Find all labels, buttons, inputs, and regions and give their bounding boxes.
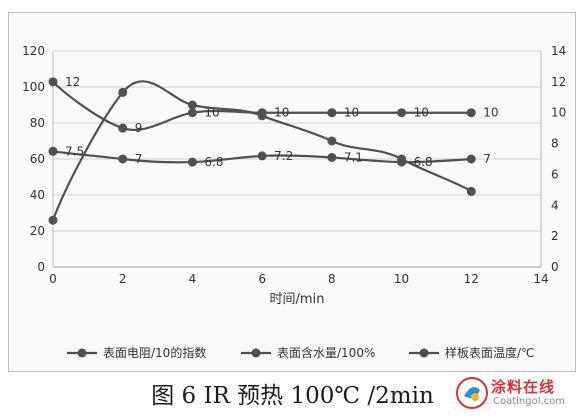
y-left-tick-label: 60 (30, 152, 45, 166)
data-label-moisture: 7.2 (274, 149, 293, 163)
watermark-logo-icon (456, 377, 488, 409)
y-left-tick-label: 80 (30, 116, 45, 130)
data-label-resistance: 10 (274, 106, 289, 120)
legend-marker-temperature (419, 348, 429, 358)
legend-marker-resistance (77, 348, 87, 358)
y-right-tick-label: 10 (551, 106, 566, 120)
x-tick-label: 2 (119, 272, 127, 286)
data-label-moisture: 6.8 (414, 155, 433, 169)
data-point-resistance (48, 77, 58, 87)
legend-label-moisture: 表面含水量/100% (277, 345, 375, 360)
data-label-moisture: 7 (135, 152, 143, 166)
watermark: 涂料在线 Coatingol.com (453, 374, 579, 414)
y-right-tick-label: 8 (551, 137, 559, 151)
data-label-moisture: 7 (483, 152, 491, 166)
data-label-resistance: 10 (414, 106, 429, 120)
data-point-moisture (466, 154, 476, 164)
x-tick-label: 0 (49, 272, 57, 286)
data-point-temperature (257, 111, 267, 121)
y-right-tick-label: 14 (551, 44, 566, 58)
data-point-temperature (187, 100, 197, 110)
y-right-tick-label: 4 (551, 198, 559, 212)
data-point-resistance (397, 108, 407, 118)
data-point-temperature (48, 215, 58, 225)
data-label-resistance: 10 (483, 106, 498, 120)
data-label-moisture: 7.5 (65, 144, 84, 158)
data-point-moisture (257, 151, 267, 161)
series-line-temperature (51, 80, 472, 221)
data-label-moisture: 7.1 (344, 150, 363, 164)
data-label-moisture: 6.8 (204, 155, 223, 169)
data-point-moisture (327, 152, 337, 162)
data-point-resistance (327, 108, 337, 118)
watermark-url: Coatingol.com (493, 396, 566, 407)
data-point-moisture (187, 157, 197, 167)
y-left-tick-label: 40 (30, 188, 45, 202)
data-label-resistance: 9 (135, 121, 143, 135)
figure-caption: 图 6 IR 预热 100℃ /2min (151, 383, 434, 409)
data-label-resistance: 10 (344, 106, 359, 120)
legend-label-temperature: 样板表面温度/℃ (445, 345, 535, 360)
data-point-temperature (466, 186, 476, 196)
y-right-tick-label: 12 (551, 75, 566, 89)
data-point-resistance (187, 108, 197, 118)
x-tick-label: 8 (328, 272, 336, 286)
watermark-title: 涂料在线 (491, 378, 556, 396)
y-left-tick-label: 20 (30, 224, 45, 238)
data-point-temperature (397, 154, 407, 164)
data-point-moisture (48, 146, 58, 156)
chart-frame: 0 20 40 60 80 100 120 0 2 4 6 8 10 12 14 0 2 4 6 8 10 12 14 时间/… (8, 12, 576, 372)
y-left-tick-label: 0 (37, 260, 45, 274)
y-left-tick-label: 120 (22, 44, 45, 58)
data-point-moisture (118, 154, 128, 164)
x-tick-label: 12 (464, 272, 479, 286)
legend-marker-moisture (251, 348, 261, 358)
data-label-resistance: 12 (65, 75, 80, 89)
data-point-resistance (118, 123, 128, 133)
x-tick-label: 6 (258, 272, 266, 286)
x-tick-label: 10 (394, 272, 409, 286)
y-right-tick-label: 0 (551, 260, 559, 274)
x-tick-label: 4 (189, 272, 197, 286)
y-right-tick-label: 2 (551, 229, 559, 243)
data-point-temperature (327, 136, 337, 146)
x-tick-label: 14 (533, 272, 548, 286)
data-point-temperature (118, 87, 128, 97)
data-point-resistance (466, 108, 476, 118)
y-left-tick-label: 100 (22, 80, 45, 94)
legend-label-resistance: 表面电阻/10的指数 (103, 345, 206, 360)
y-right-tick-label: 6 (551, 167, 559, 181)
x-axis-title: 时间/min (270, 292, 325, 307)
